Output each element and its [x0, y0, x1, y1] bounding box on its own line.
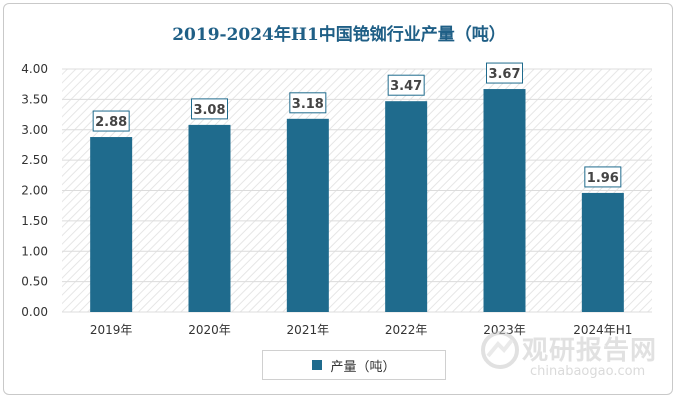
data-label: 3.08 — [193, 103, 225, 118]
y-tick-label: 2.50 — [21, 153, 48, 167]
data-label: 3.18 — [292, 97, 324, 112]
legend: 产量（吨） — [262, 350, 446, 380]
bar — [581, 192, 624, 312]
x-tick-label: 2021年 — [287, 323, 330, 337]
data-label-box — [289, 92, 327, 114]
y-tick-label: 1.50 — [21, 214, 48, 228]
y-tick-label: 3.00 — [21, 123, 48, 137]
data-label: 1.96 — [587, 171, 619, 186]
watermark-text-en: chinabaogao.com — [530, 364, 646, 379]
x-tick-label: 2024年H1 — [573, 323, 632, 337]
x-tick-label: 2019年 — [90, 323, 133, 337]
chart-title: 2019-2024年H1中国铯铷行业产量（吨） — [172, 24, 506, 45]
y-tick-label: 0.50 — [21, 275, 48, 289]
data-label: 2.88 — [95, 115, 127, 130]
bar — [483, 89, 526, 312]
legend-swatch — [312, 360, 323, 370]
watermark-logo-icon — [481, 331, 519, 369]
data-label-box — [584, 166, 622, 188]
bar — [90, 137, 133, 312]
watermark-text-cn: 观研报告网 — [522, 336, 658, 366]
bar — [286, 118, 329, 312]
x-tick-label: 2020年 — [188, 323, 231, 337]
data-label: 3.67 — [488, 67, 520, 82]
y-tick-label: 0.00 — [21, 305, 48, 319]
bar — [385, 101, 428, 312]
data-label-box — [92, 110, 130, 132]
y-tick-label: 3.50 — [21, 92, 48, 106]
y-tick-label: 1.00 — [21, 244, 48, 258]
data-label: 3.47 — [390, 79, 422, 94]
data-label-box — [486, 62, 523, 84]
y-tick-label: 4.00 — [21, 62, 48, 76]
data-label-box — [387, 74, 425, 96]
y-tick-label: 2.00 — [21, 184, 48, 198]
data-label-box — [191, 98, 228, 120]
watermark: 观研报告网 chinabaogao.com — [470, 326, 670, 386]
bar — [188, 124, 231, 312]
legend-label: 产量（吨） — [330, 359, 396, 375]
x-tick-label: 2022年 — [385, 323, 428, 337]
